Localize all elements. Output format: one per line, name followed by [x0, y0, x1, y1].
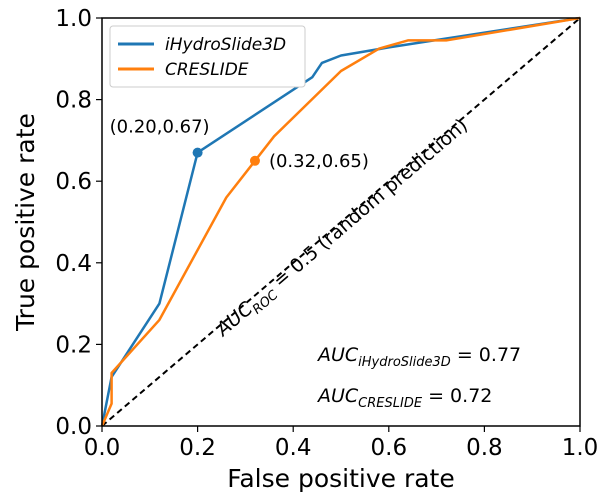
random-prediction-auc: AUC [211, 297, 258, 342]
marker-point-creslide [249, 155, 260, 166]
auc-ihydroslide3d-value: = 0.77 [451, 344, 521, 366]
x-tick-label: 0.6 [371, 435, 408, 461]
x-tick-label: 1.0 [562, 435, 599, 461]
plot-area [100, 16, 581, 427]
y-tick-label: 0.0 [55, 414, 92, 440]
random-prediction-label: AUCROC = 0.5 (random prediction) [211, 114, 475, 345]
auc-creslide: AUCCRESLIDE = 0.72 [316, 385, 492, 411]
auc-creslide-main: AUC [316, 385, 359, 407]
marker-label-ihydroslide3d: (0.20,0.67) [110, 117, 210, 138]
marker-point-ihydroslide3d [192, 147, 203, 158]
y-tick-label: 0.4 [55, 251, 92, 277]
random-prediction-line [101, 17, 581, 427]
y-tick-label: 1.0 [55, 6, 92, 32]
legend-label-ihydroslide3d: iHydroSlide3D [165, 35, 286, 55]
y-tick-label: 0.8 [55, 88, 92, 114]
plot-frame [101, 17, 581, 427]
series-line-creslide [100, 16, 581, 427]
y-tick-label: 0.2 [55, 332, 92, 358]
auc-ihydroslide3d-main: AUC [316, 344, 359, 366]
y-tick-label: 0.6 [55, 169, 92, 195]
x-axis-label: False positive rate [227, 464, 455, 493]
x-tick-label: 0.2 [179, 435, 216, 461]
marker-label-creslide: (0.32,0.65) [269, 151, 369, 172]
auc-ihydroslide3d-sub: iHydroSlide3D [358, 355, 451, 370]
x-tick-label: 0.8 [466, 435, 503, 461]
random-prediction-rest: = 0.5 (random prediction) [264, 114, 472, 296]
auc-ihydroslide3d: AUCiHydroSlide3D = 0.77 [316, 344, 521, 370]
x-tick-label: 0.4 [275, 435, 312, 461]
x-tick-label: 0.0 [84, 435, 121, 461]
axis-ticks: 0.0 0.2 0.4 0.6 0.8 1.0 0.0 0.2 0.4 0.6 0.8 1.0 [55, 6, 598, 461]
legend-label-creslide: CRESLIDE [165, 60, 249, 80]
y-axis-label: True positive rate [11, 113, 40, 332]
legend-box [109, 25, 306, 88]
legend: iHydroSlide3D CRESLIDE [109, 25, 306, 88]
series-line-ihydroslide3d [100, 16, 581, 427]
auc-creslide-value: = 0.72 [422, 385, 492, 407]
auc-creslide-sub: CRESLIDE [358, 396, 423, 411]
